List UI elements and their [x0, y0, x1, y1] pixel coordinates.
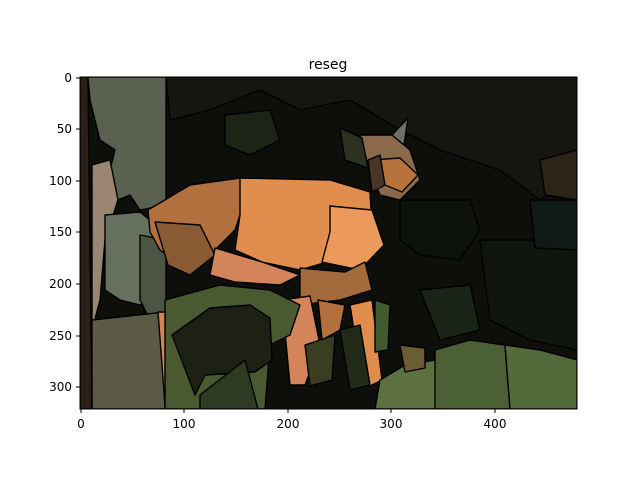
y-tick-label: 250: [49, 329, 72, 343]
segmentation-image: [80, 77, 577, 409]
y-tick-label: 300: [49, 380, 72, 394]
x-tick-label: 0: [77, 417, 85, 431]
foliage-bottom-right-a: [434, 339, 511, 409]
dark-teal-region: [529, 199, 577, 251]
deer-neck-shadow: [367, 154, 386, 193]
x-tick-label: 400: [484, 417, 507, 431]
y-axis: 0 50 100 150 200 250 300: [49, 71, 80, 394]
y-tick-label: 150: [49, 225, 72, 239]
foliage-shadow-right-leg: [339, 324, 371, 391]
foliage-between-legs: [304, 334, 336, 387]
head-background-patch: [339, 127, 369, 169]
plot-border: [79, 76, 578, 410]
brown-ground-patch: [399, 344, 426, 373]
deer-flank-shadow: [154, 221, 216, 276]
dark-forest-right-a: [399, 199, 481, 261]
x-tick-label: 100: [173, 417, 196, 431]
brown-dark-patch: [539, 149, 577, 201]
left-edge-strip: [80, 77, 93, 409]
dark-foliage-right-mid: [419, 284, 481, 341]
axes-frame: [79, 76, 578, 410]
deer-ear: [391, 117, 409, 146]
y-tick-label: 100: [49, 174, 72, 188]
x-axis: 0 100 200 300 400: [77, 409, 506, 431]
x-tick-label: 200: [277, 417, 300, 431]
figure-title: reseg: [309, 57, 348, 73]
foliage-bottom-right-b: [504, 344, 577, 409]
dark-foliage-region: [171, 304, 273, 396]
y-tick-label: 0: [64, 71, 72, 85]
foliage-right-leg-gap: [374, 299, 391, 353]
tree-base-region: [91, 311, 166, 409]
dark-foliage-patch: [224, 109, 281, 156]
y-tick-label: 50: [57, 122, 72, 136]
y-tick-label: 200: [49, 277, 72, 291]
x-tick-label: 300: [380, 417, 403, 431]
foliage-dark-bottom: [199, 359, 259, 409]
deer-belly: [209, 247, 301, 286]
